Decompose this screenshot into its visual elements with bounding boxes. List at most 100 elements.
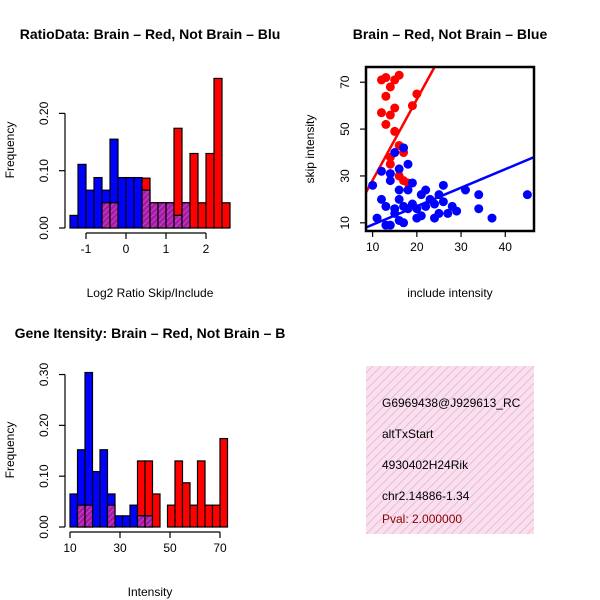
ratio-bar-overlap <box>165 202 175 229</box>
scatter-point-not-brain <box>394 194 404 204</box>
ratio-bar-brain <box>189 152 199 229</box>
ratio-y-tick-label: 0.20 <box>37 101 51 125</box>
intensity-bar-brain <box>204 504 214 528</box>
scatter-point-not-brain <box>372 213 382 223</box>
scatter-point-not-brain <box>443 208 453 218</box>
intensity-histogram-bars <box>69 371 229 528</box>
scatter-point-not-brain <box>407 178 417 188</box>
ratio-histogram-axes: -1 0 1 2 0.00 0.10 0.20 <box>37 101 209 256</box>
intensity-histogram-ylabel: Frequency <box>3 422 17 479</box>
intensity-bar-brain <box>189 504 199 528</box>
scatter-point-not-brain <box>460 185 470 195</box>
ratio-y-tick-label: 0.00 <box>37 216 51 240</box>
ratio-bar-brain <box>173 127 183 216</box>
ratio-bar-brain <box>213 77 223 229</box>
ratio-bar-brain <box>141 177 151 191</box>
scatter-panel: Brain – Red, Not Brain – Blue 10 20 30 4010… <box>303 26 547 300</box>
ratio-bar-not-brain <box>69 214 79 229</box>
ratio-bar-overlap <box>173 214 183 229</box>
scatter-point-brain <box>381 91 391 101</box>
intensity-bar-not-brain <box>121 515 131 528</box>
intensity-x-tick-label: 50 <box>163 541 177 555</box>
scatter-point-brain <box>407 101 417 111</box>
scatter-point-not-brain <box>385 169 395 179</box>
ratio-bar-brain <box>205 152 215 229</box>
scatter-xlabel: include intensity <box>407 286 492 300</box>
intensity-bar-overlap <box>76 504 86 528</box>
scatter-plot-frame <box>364 65 536 233</box>
scatter-point-not-brain <box>412 204 422 214</box>
scatter-point-brain <box>390 103 400 113</box>
scatter-point-brain <box>376 108 386 118</box>
intensity-bar-not-brain <box>129 504 139 528</box>
scatter-title: Brain – Red, Not Brain – Blue <box>353 26 548 42</box>
scatter-point-not-brain <box>376 166 386 176</box>
scatter-point-brain <box>394 70 404 80</box>
intensity-bar-overlap <box>136 515 146 528</box>
scatter-point-not-brain <box>390 208 400 218</box>
scatter-point-not-brain <box>487 213 497 223</box>
intensity-bar-brain <box>174 460 184 528</box>
scatter-point-brain <box>385 110 395 120</box>
intensity-y-tick-label: 0.30 <box>37 363 51 387</box>
scatter-y-tick-label: 30 <box>338 169 352 183</box>
intensity-y-tick-label: 0.10 <box>37 464 51 488</box>
ratio-bar-overlap <box>157 202 167 229</box>
info-panel-background <box>366 366 534 534</box>
scatter-point-not-brain <box>385 176 395 186</box>
intensity-bar-brain <box>219 437 229 528</box>
intensity-bar-not-brain <box>99 449 109 528</box>
intensity-histogram-axes: 10 30 50 70 0.00 0.10 0.20 0.30 <box>37 363 227 555</box>
ratio-bar-not-brain <box>93 176 103 229</box>
scatter-point-not-brain <box>412 213 422 223</box>
scatter-point-not-brain <box>399 143 409 153</box>
scatter-point-brain <box>381 119 391 129</box>
intensity-histogram-title: Gene Itensity: Brain – Red, Not Brain – … <box>15 325 286 341</box>
scatter-point-not-brain <box>376 194 386 204</box>
scatter-point-not-brain <box>403 159 413 169</box>
info-gene-symbol: 4930402H24Rik <box>382 458 469 472</box>
scatter-point-not-brain <box>452 206 462 216</box>
scatter-point-brain <box>412 89 422 99</box>
scatter-point-not-brain <box>474 190 484 200</box>
scatter-point-not-brain <box>430 199 440 209</box>
intensity-x-tick-label: 10 <box>63 541 77 555</box>
scatter-point-not-brain <box>434 208 444 218</box>
scatter-point-not-brain <box>474 204 484 214</box>
scatter-point-not-brain <box>438 180 448 190</box>
scatter-point-not-brain <box>381 201 391 211</box>
intensity-y-tick-label: 0.20 <box>37 413 51 437</box>
intensity-bar-not-brain <box>114 515 124 528</box>
ratio-x-tick-label: 1 <box>163 242 170 256</box>
ratio-bar-overlap <box>149 202 159 229</box>
ratio-bar-not-brain <box>77 163 87 229</box>
intensity-y-tick-label: 0.00 <box>37 515 51 539</box>
intensity-bar-not-brain <box>91 471 101 528</box>
info-panel: G6969438@J929613_RC altTxStart 4930402H2… <box>366 366 534 534</box>
scatter-y-tick-label: 10 <box>338 216 352 230</box>
intensity-bar-brain <box>151 493 161 528</box>
intensity-bar-brain <box>144 460 154 517</box>
intensity-histogram-xlabel: Intensity <box>128 585 173 599</box>
ratio-bar-overlap <box>141 189 151 229</box>
scatter-point-not-brain <box>394 185 404 195</box>
ratio-y-tick-label: 0.10 <box>37 159 51 183</box>
scatter-marks <box>366 67 534 230</box>
scatter-x-tick-label: 30 <box>454 240 468 254</box>
intensity-bar-overlap <box>84 504 94 528</box>
scatter-axes: 10 20 30 40 10 30 50 70 <box>338 65 536 254</box>
intensity-bar-brain <box>166 504 176 528</box>
scatter-point-brain <box>390 126 400 136</box>
intensity-bar-brain <box>181 482 191 528</box>
scatter-point-brain <box>381 73 391 83</box>
scatter-point-not-brain <box>434 190 444 200</box>
intensity-x-tick-label: 30 <box>113 541 127 555</box>
scatter-ylabel: skip intensity <box>303 115 317 184</box>
scatter-point-not-brain <box>522 190 532 200</box>
intensity-bar-not-brain <box>69 493 79 528</box>
ratio-histogram-ylabel: Frequency <box>3 122 17 179</box>
ratio-x-tick-label: 2 <box>203 242 210 256</box>
scatter-x-tick-label: 40 <box>499 240 513 254</box>
scatter-point-not-brain <box>390 148 400 158</box>
